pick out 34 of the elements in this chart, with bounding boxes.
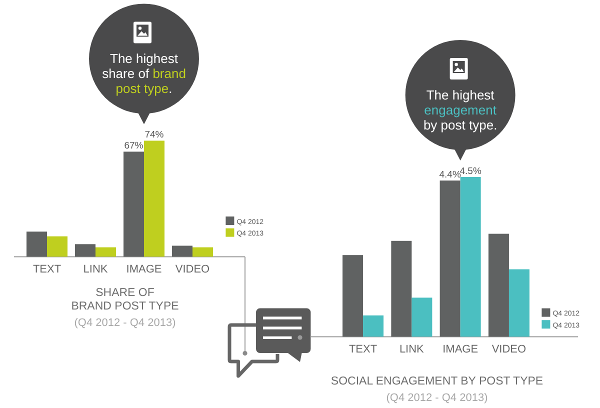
x-tick-label: VIDEO — [492, 343, 527, 356]
bar — [124, 152, 144, 257]
bar — [144, 140, 164, 257]
x-tick-label: LINK — [399, 343, 425, 356]
x-tick-label: TEXT — [32, 264, 62, 276]
x-tick-label: TEXT — [348, 343, 378, 356]
text: SOCIAL ENGAGEMENT BY POST TYPE — [330, 375, 544, 388]
bar — [26, 232, 47, 257]
bar — [75, 244, 96, 257]
text: The highest share of brand post type. — [102, 51, 186, 96]
data-label: 67% — [124, 140, 144, 152]
x-tick-label: IMAGE — [442, 343, 478, 356]
bar — [412, 298, 432, 337]
bar — [488, 234, 509, 337]
bar — [460, 177, 481, 337]
bar — [47, 236, 68, 257]
bar — [363, 315, 384, 337]
text: (Q4 2012 - Q4 2013) — [386, 392, 488, 404]
bar — [440, 180, 460, 337]
x-tick-label: IMAGE — [126, 264, 162, 276]
bar — [391, 240, 412, 337]
bar — [508, 269, 530, 337]
bar — [172, 246, 192, 257]
x-tick-label: VIDEO — [175, 264, 210, 276]
bar — [342, 255, 364, 337]
text: The highest engagement by post type. — [423, 88, 498, 132]
bar — [192, 247, 213, 257]
data-label: 74% — [144, 130, 164, 141]
text: SHARE OF BRAND POST TYPE — [71, 287, 180, 312]
data-label: 4.4% — [439, 170, 462, 181]
text: (Q4 2012 - Q4 2013) — [74, 316, 176, 329]
x-tick-label: LINK — [83, 264, 108, 276]
data-label: 4.5% — [460, 166, 482, 177]
bar — [96, 247, 116, 257]
